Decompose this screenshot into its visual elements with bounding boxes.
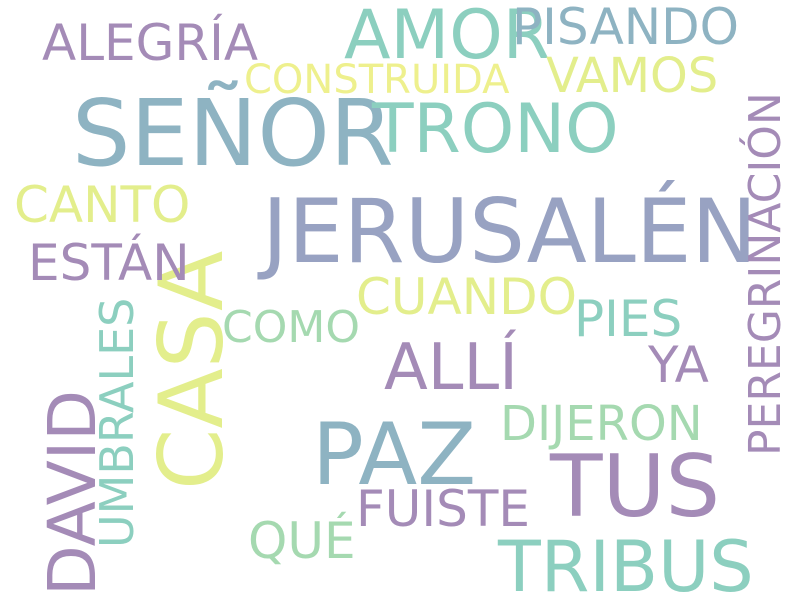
word-trono: TRONO: [372, 90, 619, 169]
word-tus: TUS: [550, 437, 721, 537]
word-como: COMO: [222, 302, 360, 353]
word-canto: CANTO: [14, 176, 191, 234]
word-alli: ALLÍ: [384, 331, 518, 405]
word-fuiste: FUISTE: [356, 480, 530, 538]
word-amor: AMOR: [344, 0, 550, 75]
word-senor: SEÑOR: [72, 80, 394, 187]
word-tribus: TRIBUS: [498, 526, 754, 600]
word-pisando: PISANDO: [512, 0, 740, 56]
word-pies: PIES: [574, 290, 683, 348]
word-alegria: ALEGRÍA: [42, 14, 259, 72]
word-dijeron: DIJERON: [500, 396, 703, 452]
word-construida: CONSTRUIDA: [244, 57, 510, 103]
word-ya: YA: [648, 336, 709, 394]
word-umbrales: UMBRALES: [90, 297, 144, 548]
word-jerusalen: JERUSALÉN: [262, 180, 758, 283]
word-paz: PAZ: [312, 405, 477, 505]
word-vamos: VAMOS: [546, 48, 719, 104]
word-que: QUÉ: [248, 512, 356, 570]
word-estan: ESTÁN: [28, 234, 190, 292]
word-cuando: CUANDO: [356, 268, 577, 326]
word-peregrinacion: PEREGRINACIÓN: [740, 92, 791, 456]
